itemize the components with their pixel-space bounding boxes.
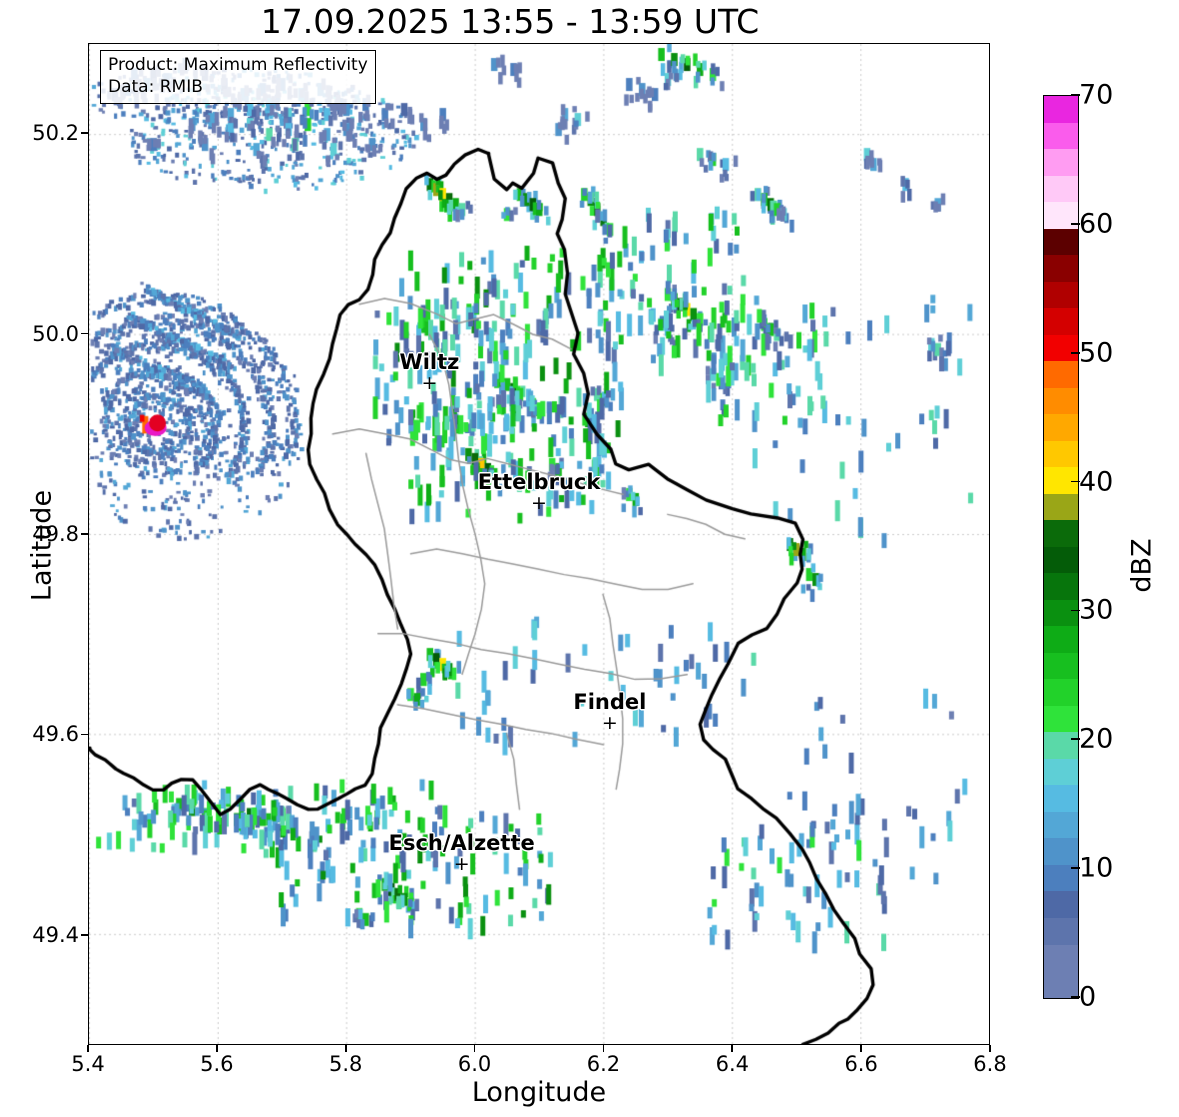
x-tick-label: 6.2 — [586, 1052, 621, 1076]
x-tick-label: 6.6 — [844, 1052, 878, 1076]
colorbar-tick-mark — [1071, 996, 1080, 998]
colorbar-segment — [1044, 281, 1078, 309]
colorbar-segment — [1044, 493, 1078, 521]
x-tick-mark — [860, 1045, 862, 1052]
colorbar-segment — [1044, 679, 1078, 706]
colorbar-label: dBZ — [1126, 538, 1158, 593]
colorbar-segment — [1044, 175, 1078, 203]
colorbar-tick-mark — [1071, 480, 1080, 483]
colorbar-segment — [1044, 944, 1078, 972]
colorbar-segment — [1044, 626, 1078, 653]
x-tick-label: 5.4 — [71, 1052, 105, 1076]
colorbar-tick-label: 50 — [1079, 337, 1114, 369]
colorbar-tick-label: 40 — [1079, 466, 1114, 498]
colorbar-segment — [1044, 467, 1078, 494]
colorbar-segment — [1044, 308, 1078, 335]
radar-reflectivity-canvas — [89, 44, 989, 1044]
colorbar-tick-mark — [1071, 223, 1080, 225]
x-axis-label: Longitude — [471, 1077, 607, 1108]
y-tick-label: 50.2 — [32, 121, 79, 146]
colorbar-segment — [1044, 891, 1078, 918]
product-info-box: Product: Maximum Reflectivity Data: RMIB — [100, 50, 376, 104]
y-tick-label: 49.8 — [32, 521, 79, 546]
x-tick-mark — [602, 1045, 605, 1052]
colorbar-tick-mark — [1071, 609, 1080, 612]
info-data-line: Data: RMIB — [108, 77, 203, 98]
colorbar-segment — [1044, 917, 1078, 945]
x-tick-label: 6.0 — [457, 1052, 492, 1076]
info-product-line: Product: Maximum Reflectivity — [108, 55, 368, 75]
y-tick-label: 49.6 — [32, 722, 79, 747]
colorbar-segment — [1044, 785, 1078, 812]
colorbar[interactable] — [1043, 95, 1079, 999]
colorbar-segment — [1044, 255, 1078, 282]
colorbar-segment — [1044, 414, 1078, 441]
colorbar-tick-label: 70 — [1079, 79, 1114, 111]
y-tick-mark — [81, 132, 88, 134]
x-tick-mark — [473, 1045, 476, 1052]
colorbar-segment — [1044, 811, 1078, 839]
colorbar-segment — [1044, 758, 1078, 786]
colorbar-segment — [1044, 971, 1078, 998]
y-tick-mark — [81, 332, 88, 335]
colorbar-segment — [1044, 573, 1078, 600]
colorbar-segment — [1044, 520, 1078, 547]
colorbar-tick-mark — [1071, 351, 1080, 354]
colorbar-segment — [1044, 334, 1078, 362]
colorbar-tick-mark — [1071, 738, 1080, 741]
x-tick-mark — [989, 1045, 991, 1052]
x-tick-mark — [344, 1045, 347, 1052]
x-tick-label: 6.4 — [715, 1052, 749, 1076]
colorbar-segment — [1044, 599, 1078, 627]
colorbar-segment — [1044, 864, 1078, 892]
colorbar-segment — [1044, 96, 1078, 123]
x-tick-mark — [216, 1045, 218, 1052]
y-tick-mark — [81, 933, 88, 936]
colorbar-tick-label: 10 — [1079, 852, 1114, 884]
x-tick-label: 5.8 — [329, 1052, 363, 1076]
map-plot-area[interactable] — [88, 43, 990, 1045]
colorbar-segment — [1044, 361, 1078, 388]
colorbar-segment — [1044, 387, 1078, 415]
colorbar-tick-label: 0 — [1079, 981, 1097, 1013]
colorbar-segment — [1044, 440, 1078, 468]
y-tick-mark — [81, 733, 88, 736]
x-tick-mark — [87, 1045, 89, 1052]
colorbar-segment — [1044, 122, 1078, 150]
colorbar-tick-label: 20 — [1079, 723, 1114, 755]
y-tick-label: 50.0 — [32, 321, 79, 346]
colorbar-segment — [1044, 652, 1078, 680]
colorbar-tick-label: 30 — [1079, 594, 1114, 626]
colorbar-segment — [1044, 149, 1078, 176]
colorbar-tick-mark — [1071, 94, 1080, 96]
colorbar-tick-mark — [1071, 867, 1080, 869]
colorbar-segment — [1044, 228, 1078, 256]
y-tick-label: 49.4 — [32, 922, 79, 947]
y-tick-mark — [81, 533, 88, 535]
page-title: 17.09.2025 13:55 - 13:59 UTC — [260, 2, 760, 41]
colorbar-segment — [1044, 732, 1078, 759]
x-tick-label: 5.6 — [200, 1052, 234, 1076]
colorbar-segment — [1044, 705, 1078, 733]
colorbar-segment — [1044, 546, 1078, 574]
colorbar-segment — [1044, 838, 1078, 865]
x-tick-label: 6.8 — [973, 1052, 1007, 1076]
colorbar-tick-label: 60 — [1079, 208, 1114, 240]
x-tick-mark — [731, 1045, 734, 1052]
